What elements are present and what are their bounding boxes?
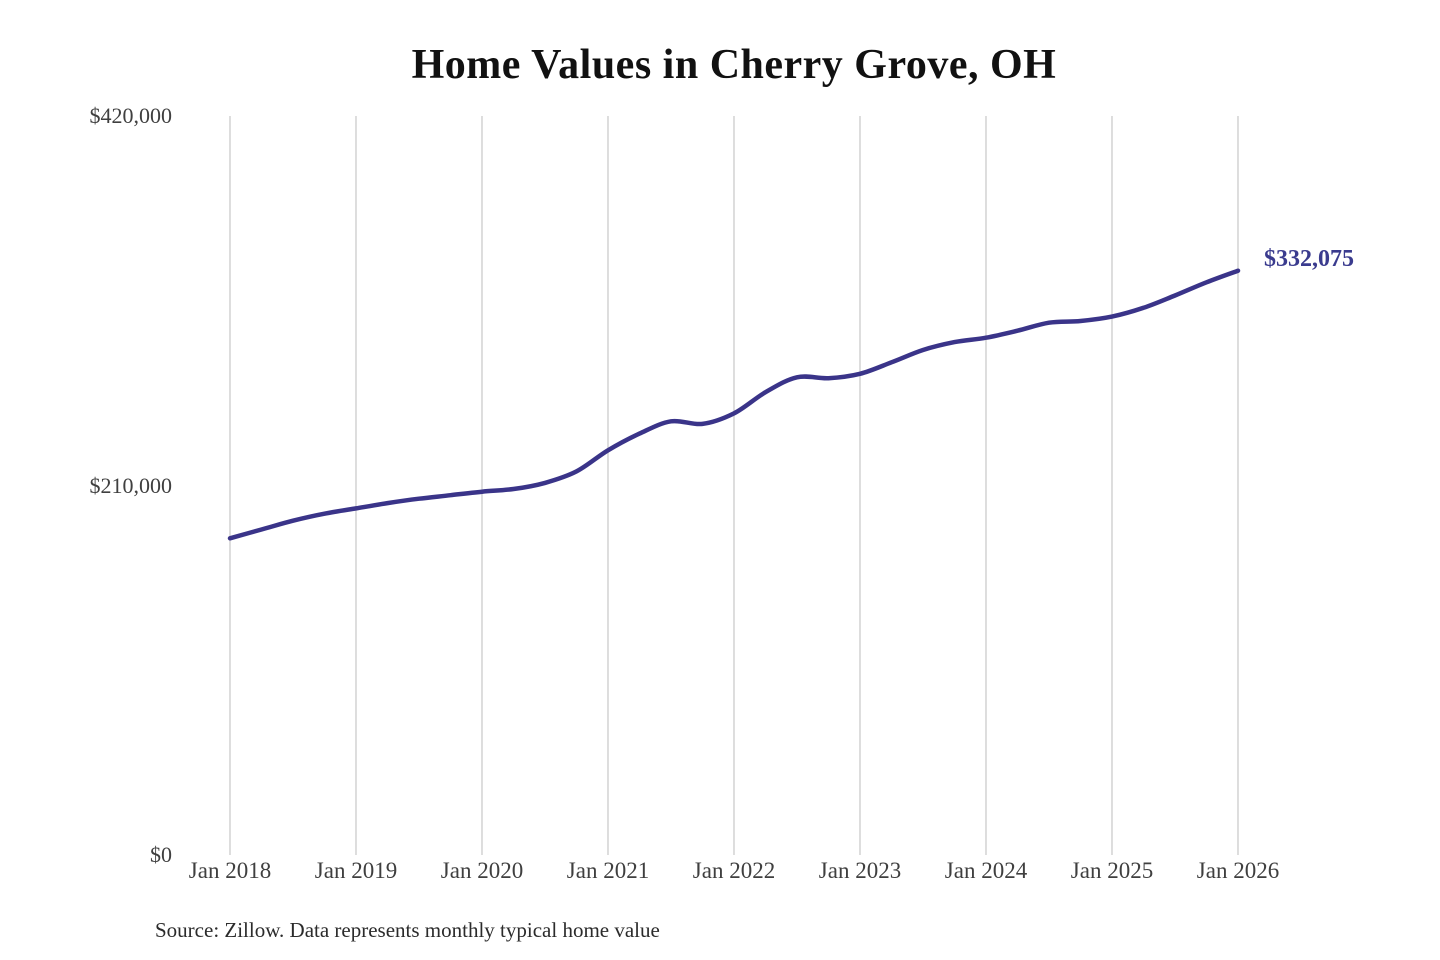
x-tick-label: Jan 2025: [1070, 858, 1154, 883]
x-tick-label: Jan 2018: [188, 858, 272, 883]
x-tick-label: Jan 2023: [818, 858, 902, 883]
x-tick-label: Jan 2022: [692, 858, 776, 883]
y-tick-label: $0: [150, 842, 172, 867]
x-tick-label: Jan 2024: [944, 858, 1028, 883]
source-note: Source: Zillow. Data represents monthly …: [155, 918, 660, 942]
y-tick-label: $210,000: [89, 472, 173, 498]
y-tick-label: $420,000: [89, 103, 173, 128]
x-tick-label: Jan 2020: [440, 858, 524, 883]
x-tick-label: Jan 2026: [1196, 858, 1280, 883]
home-value-line: [227, 268, 1241, 541]
x-tick-label: Jan 2021: [566, 858, 650, 883]
latest-value-label: $332,075: [1264, 246, 1354, 272]
x-tick-label: Jan 2019: [314, 858, 398, 883]
chart-title: Home Values in Cherry Grove, OH: [411, 42, 1057, 88]
